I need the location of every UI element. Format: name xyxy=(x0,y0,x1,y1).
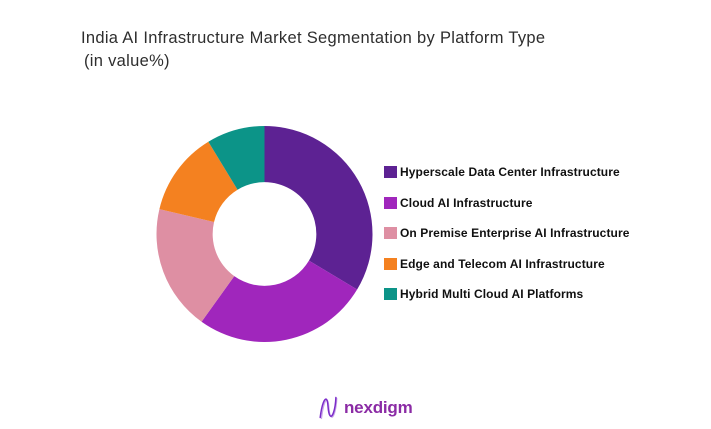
nexdigm-logo: nexdigm xyxy=(317,394,413,421)
chart-legend: Hyperscale Data Center Infrastructure Clo… xyxy=(384,165,630,319)
legend-item: On Premise Enterprise AI Infrastructure xyxy=(384,226,630,240)
chart-title-line2: (in value%) xyxy=(84,52,170,70)
nexdigm-logo-text: nexdigm xyxy=(344,397,413,417)
legend-item: Edge and Telecom AI Infrastructure xyxy=(384,256,630,271)
legend-label: Edge and Telecom AI Infrastructure xyxy=(400,256,605,271)
donut-segment-2 xyxy=(156,209,235,322)
nexdigm-n-wave-icon xyxy=(319,396,338,420)
chart-title: India AI Infrastructure Market Segmentat… xyxy=(81,27,545,73)
donut-segment-1 xyxy=(201,260,358,342)
legend-swatch xyxy=(384,227,397,239)
donut-segment-0 xyxy=(264,126,373,290)
legend-swatch xyxy=(384,196,397,209)
chart-title-line1: India AI Infrastructure Market Segmentat… xyxy=(81,29,546,47)
legend-label: On Premise Enterprise AI Infrastructure xyxy=(400,226,630,240)
legend-item: Hyperscale Data Center Infrastructure xyxy=(384,165,630,179)
legend-item: Hybrid Multi Cloud AI Platforms xyxy=(384,287,630,301)
legend-swatch xyxy=(384,257,397,270)
legend-item: Cloud AI Infrastructure xyxy=(384,195,630,210)
legend-swatch xyxy=(384,288,397,300)
donut-segment-3 xyxy=(159,141,238,223)
donut-segment-4 xyxy=(208,126,265,190)
donut-chart xyxy=(156,126,373,342)
legend-swatch xyxy=(384,166,397,178)
legend-label: Hybrid Multi Cloud AI Platforms xyxy=(400,287,584,301)
legend-label: Hyperscale Data Center Infrastructure xyxy=(400,165,620,179)
legend-label: Cloud AI Infrastructure xyxy=(400,195,533,210)
